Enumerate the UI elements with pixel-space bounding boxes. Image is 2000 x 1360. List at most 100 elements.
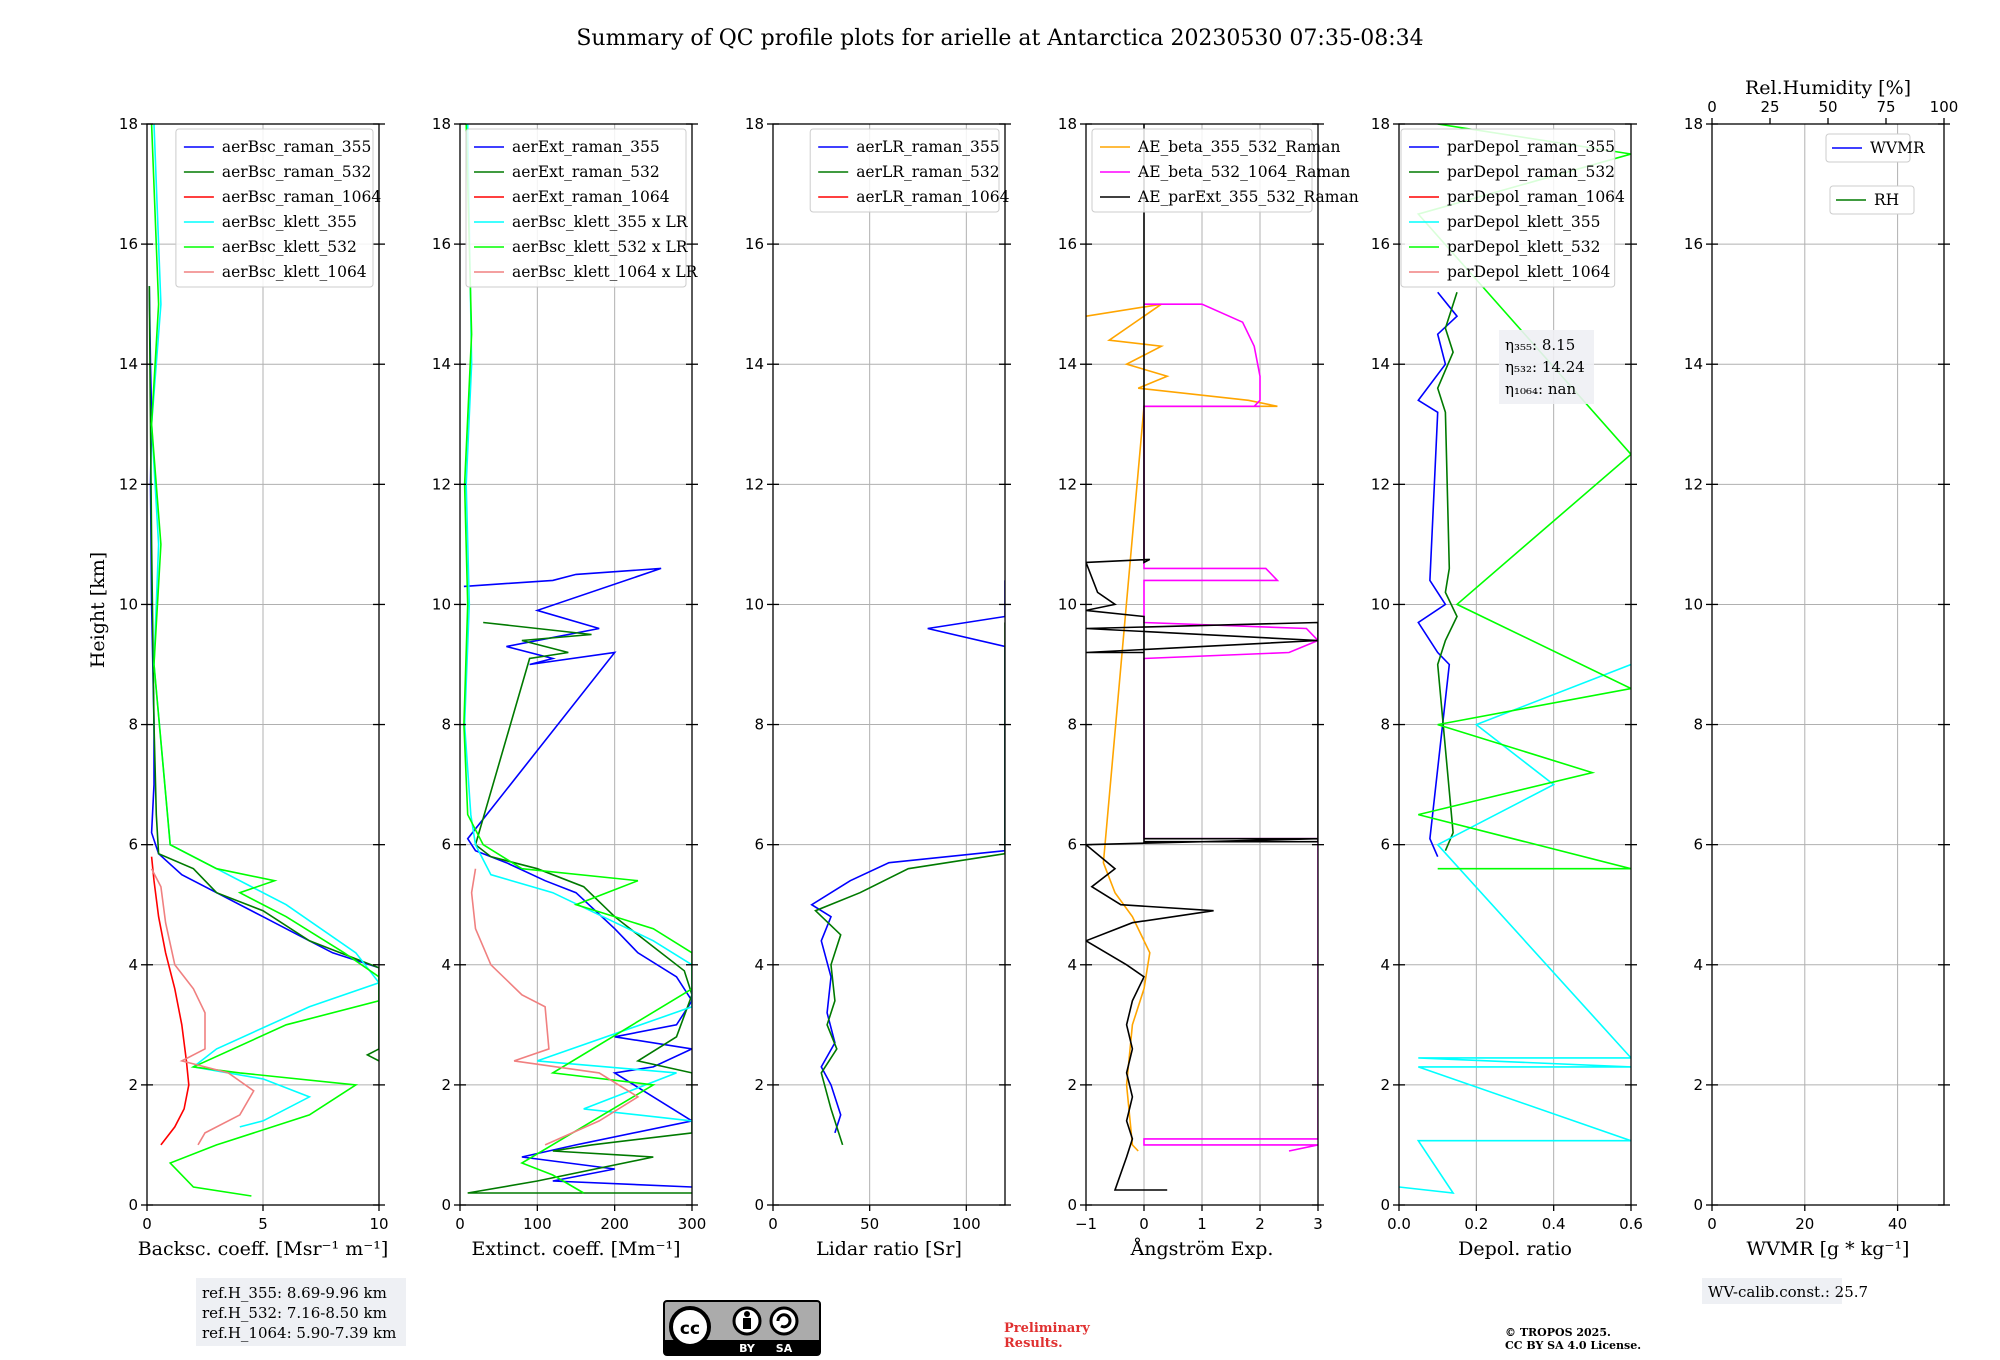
y-tick-label: 0 (754, 1196, 764, 1214)
x-tick-label: 0 (142, 1215, 152, 1233)
y-tick-label: 6 (128, 836, 138, 854)
legend-box (1825, 133, 1911, 163)
x-tick-label: 3 (1313, 1215, 1323, 1233)
legend-label: aerBsc_raman_1064 (222, 188, 382, 206)
preliminary-line-1: Preliminary (1004, 1321, 1090, 1336)
y-tick-label: 2 (1067, 1076, 1077, 1094)
y-tick-label: 10 (432, 595, 451, 613)
y-tick-label: 8 (128, 716, 138, 734)
legend-label: aerBsc_klett_1064 (222, 263, 367, 281)
y-tick-label: 18 (119, 115, 138, 133)
x-tick-label: 50 (860, 1215, 879, 1233)
y-tick-label: 4 (441, 956, 451, 974)
x-tick-label: 0.0 (1387, 1215, 1411, 1233)
x-tick-label: 0.6 (1619, 1215, 1643, 1233)
x-tick-label: 0.4 (1542, 1215, 1566, 1233)
x-axis-label: WVMR [g * kg⁻¹] (1747, 1238, 1910, 1260)
legend-label: RH (1874, 191, 1899, 209)
legend-label: AE_beta_532_1064_Raman (1137, 163, 1350, 181)
y-tick-label: 10 (745, 595, 764, 613)
y-tick-label: 12 (1371, 475, 1390, 493)
y-tick-label: 2 (441, 1076, 451, 1094)
series-line-aerBsc_klett_1064 (150, 868, 255, 1146)
wv-calib-text: WV-calib.const.: 25.7 (1708, 1283, 1868, 1301)
legend-label: parDepol_raman_1064 (1447, 188, 1625, 206)
wv-calib-bg (1702, 1278, 1842, 1304)
legend-label: AE_beta_355_532_Raman (1137, 138, 1340, 156)
legend-label: parDepol_raman_532 (1447, 163, 1615, 181)
legend-label: aerLR_raman_1064 (856, 188, 1009, 206)
legend-label: aerLR_raman_532 (856, 163, 999, 181)
y-tick-label: 12 (119, 475, 138, 493)
ref-h-355: ref.H_355: 8.69-9.96 km (202, 1284, 387, 1302)
y-tick-label: 4 (754, 956, 764, 974)
legend-label: aerExt_raman_1064 (512, 188, 670, 206)
y-tick-label: 10 (1684, 595, 1703, 613)
legend-label: AE_parExt_355_532_Raman (1137, 188, 1359, 206)
y-tick-label: 6 (1380, 836, 1390, 854)
series-line-aerBsc_klett_1064 x LR (470, 868, 640, 1146)
eta-annotation: η₃₅₅: 8.15 (1505, 336, 1575, 354)
x-tick-label: 10 (369, 1215, 388, 1233)
x-tick-label: 100 (523, 1215, 552, 1233)
preliminary-line-2: Results. (1004, 1336, 1063, 1351)
y-tick-label: 18 (432, 115, 451, 133)
series-line-aerExt_raman_355 (463, 567, 692, 1188)
y-tick-label: 0 (1067, 1196, 1077, 1214)
series-line-aerBsc_raman_355 (148, 286, 379, 969)
y-tick-label: 14 (745, 355, 764, 373)
series-line-AE_beta_532_1064_Raman (1143, 303, 1318, 1152)
y-tick-label: 2 (1380, 1076, 1390, 1094)
y-tick-label: 16 (432, 235, 451, 253)
x-axis-label: Backsc. coeff. [Msr⁻¹ m⁻¹] (138, 1238, 389, 1260)
series-line-aerBsc_raman_532 (148, 286, 379, 1062)
legend-box (1829, 185, 1915, 215)
y-tick-label: 16 (745, 235, 764, 253)
y-tick-label: 16 (119, 235, 138, 253)
ref-height-box: ref.H_355: 8.69-9.96 km ref.H_532: 7.16-… (196, 1278, 406, 1346)
legend-label: parDepol_klett_1064 (1447, 263, 1610, 281)
series-line-aerBsc_klett_355 (150, 124, 379, 1128)
by-person-body (743, 1318, 751, 1329)
y-tick-label: 8 (1067, 716, 1077, 734)
y-tick-label: 2 (128, 1076, 138, 1094)
wv-calib-box: WV-calib.const.: 25.7 (1702, 1278, 1868, 1304)
top-x-tick-label: 50 (1818, 98, 1837, 116)
legend-label: aerBsc_klett_355 (222, 213, 357, 231)
y-tick-label: 2 (754, 1076, 764, 1094)
legend-label: aerExt_raman_355 (512, 138, 660, 156)
x-tick-label: 0 (768, 1215, 778, 1233)
x-tick-label: 300 (678, 1215, 707, 1233)
legend-label: aerBsc_klett_532 x LR (512, 238, 689, 256)
by-person-head (744, 1311, 750, 1317)
y-axis-label: Height [km] (87, 552, 109, 668)
sa-arrow (776, 1313, 792, 1329)
series-line-aerBsc_klett_532 (150, 124, 379, 1197)
top-x-tick-label: 0 (1707, 98, 1717, 116)
legend-label: aerBsc_klett_1064 x LR (512, 263, 699, 281)
series-line-parDepol_klett_355 (1399, 663, 1631, 1194)
y-tick-label: 12 (1684, 475, 1703, 493)
axes-frame (1711, 123, 1945, 1206)
y-tick-label: 8 (441, 716, 451, 734)
x-tick-label: 20 (1795, 1215, 1814, 1233)
y-tick-label: 14 (1371, 355, 1390, 373)
legend-label: aerLR_raman_355 (856, 138, 999, 156)
series-line-aerLR_raman_355 (810, 580, 1005, 1134)
sa-icon (769, 1306, 799, 1336)
copyright-line-2: CC BY SA 4.0 License. (1505, 1339, 1641, 1352)
y-tick-label: 0 (441, 1196, 451, 1214)
ref-height-box-bg (196, 1278, 406, 1346)
badge-strip (665, 1340, 819, 1354)
axes-frame (772, 123, 1006, 1206)
y-tick-label: 8 (1693, 716, 1703, 734)
series-line-parDepol_raman_532 (1436, 291, 1458, 852)
panel-lr: 0 2 4 6 8 10 12 14 16 18 0 50 100 Lidar ratio [Sr] aer… (745, 115, 1011, 1260)
axes-frame (1398, 123, 1632, 1206)
y-tick-label: 18 (1684, 115, 1703, 133)
top-x-tick-label: 25 (1760, 98, 1779, 116)
